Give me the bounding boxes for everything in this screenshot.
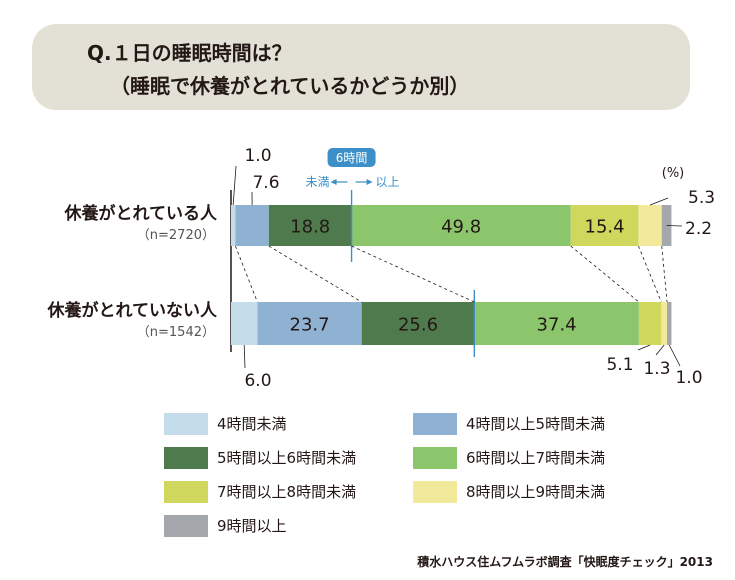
bar-segment-2-6 — [661, 302, 668, 345]
value-label-2-4: 37.4 — [537, 315, 577, 336]
legend-swatch-5 — [164, 481, 208, 503]
legend-label-4: 6時間以上7時間未満 — [466, 449, 605, 467]
legend-label-5: 7時間以上8時間未満 — [217, 483, 356, 501]
value-label-2-1: 6.0 — [244, 371, 271, 391]
leader-line-2-6 — [655, 344, 665, 356]
leader-line-1-6 — [649, 197, 669, 206]
connector-line-6 — [661, 245, 668, 303]
leader-line-2-5 — [637, 344, 651, 351]
value-label-2-7: 1.0 — [675, 368, 702, 388]
bar-segment-2-4 — [474, 302, 639, 345]
leader-line-1-1 — [232, 165, 237, 206]
legend-label-6: 8時間以上9時間未満 — [466, 483, 605, 501]
legend-label-3: 5時間以上6時間未満 — [217, 449, 356, 467]
chart-subtitle: （睡眠で休養がとれているかどうか別） — [110, 74, 470, 98]
value-label-2-2: 23.7 — [290, 315, 330, 336]
connector-line-5 — [638, 245, 662, 303]
leader-line-1-7 — [666, 225, 683, 227]
connector-line-1 — [235, 245, 258, 303]
legend-swatch-2 — [413, 413, 457, 435]
category-n-1: （n=2720） — [137, 228, 215, 243]
value-label-1-6: 5.3 — [688, 188, 715, 208]
annotation-right-label: 以上 — [376, 175, 400, 189]
value-label-1-3: 18.8 — [290, 217, 330, 238]
bar-segment-2-2 — [257, 302, 362, 345]
legend-swatch-1 — [164, 413, 208, 435]
connector-line-4 — [570, 245, 640, 303]
title-box: Q.１日の睡眠時間は？ （睡眠で休養がとれているかどうか別） — [32, 24, 690, 110]
bar-segment-2-1 — [231, 302, 258, 345]
legend-swatch-7 — [164, 515, 208, 537]
legend-swatch-6 — [413, 481, 457, 503]
value-label-1-2: 7.6 — [252, 173, 279, 193]
value-label-1-7: 2.2 — [685, 219, 712, 239]
value-label-2-5: 5.1 — [606, 355, 633, 375]
legend-label-1: 4時間未満 — [217, 415, 287, 433]
connector-line-3 — [351, 245, 475, 303]
bar-segment-1-2 — [235, 205, 269, 246]
bar-segment-1-1 — [231, 205, 236, 246]
bar-segment-1-3 — [268, 205, 352, 246]
category-label-1: 休養がとれている人 — [64, 203, 218, 224]
category-n-2: （n=1542） — [137, 325, 215, 340]
leader-line-2-7 — [668, 344, 681, 367]
legend-swatch-3 — [164, 447, 208, 469]
bar-segment-1-6 — [638, 205, 662, 246]
six-hour-badge — [327, 148, 376, 167]
legend-label-7: 9時間以上 — [217, 517, 287, 535]
value-label-2-6: 1.3 — [643, 359, 670, 379]
leader-line-2-1 — [243, 344, 246, 369]
value-label-1-5: 15.4 — [585, 217, 625, 238]
annotation-left-arrowhead — [330, 179, 337, 185]
value-label-2-3: 25.6 — [398, 315, 438, 336]
chart-title: Q.１日の睡眠時間は？ — [87, 41, 292, 65]
bar-segment-2-5 — [638, 302, 662, 345]
legend-swatch-4 — [413, 447, 457, 469]
bar-segment-2-3 — [361, 302, 475, 345]
bar-segment-1-5 — [570, 205, 639, 246]
legend-label-2: 4時間以上5時間未満 — [466, 415, 605, 433]
category-label-2: 休養がとれていない人 — [47, 300, 218, 321]
value-label-1-1: 1.0 — [244, 146, 271, 166]
annotation-left-label: 未満 — [306, 175, 330, 189]
six-hour-badge-label: 6時間 — [336, 151, 368, 165]
connector-line-2 — [268, 245, 362, 303]
unit-label: (%) — [662, 166, 685, 181]
annotation-right-arrowhead — [366, 179, 373, 185]
value-label-1-4: 49.8 — [441, 217, 481, 238]
bar-segment-2-7 — [667, 302, 672, 345]
bar-segment-1-4 — [351, 205, 571, 246]
source-note: 積水ハウス住ムフムラボ調査「快眠度チェック」2013 — [417, 555, 713, 569]
